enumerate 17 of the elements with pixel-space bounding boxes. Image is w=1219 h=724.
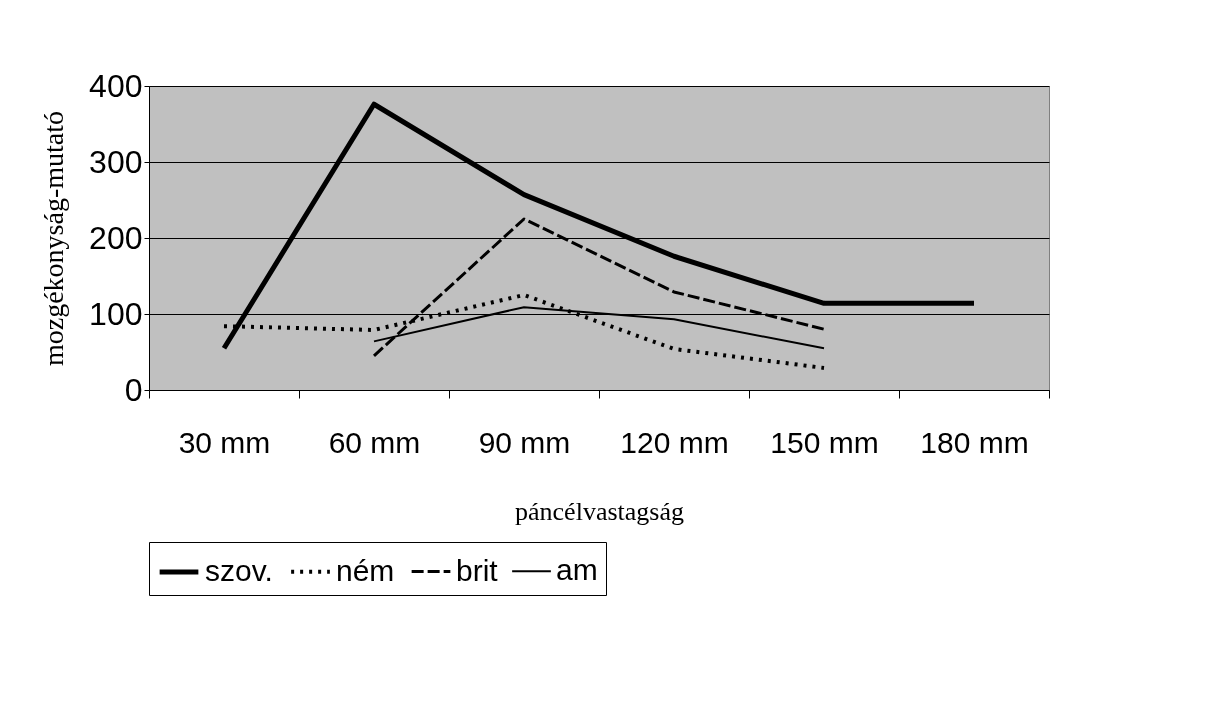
x-tick-label: 120 mm bbox=[620, 425, 729, 459]
x-tick-label: 60 mm bbox=[328, 425, 421, 459]
x-tick-label: 90 mm bbox=[478, 425, 571, 459]
x-axis-title: páncélvastagság bbox=[515, 496, 684, 526]
x-tick-label: 150 mm bbox=[770, 425, 879, 459]
y-tick-label: 400 bbox=[89, 67, 143, 104]
legend-label: ném bbox=[336, 553, 395, 587]
y-tick-label: 100 bbox=[89, 295, 143, 332]
x-tick-label: 30 mm bbox=[178, 425, 271, 459]
legend-label: am bbox=[556, 553, 598, 587]
y-tick-label: 300 bbox=[89, 143, 143, 180]
y-tick-label: 0 bbox=[124, 371, 143, 408]
x-tick-label: 180 mm bbox=[920, 425, 1029, 459]
legend-label: szov. bbox=[205, 554, 273, 587]
y-axis-title: mozgékonyság-mutató bbox=[38, 110, 70, 367]
legend-label: brit bbox=[456, 553, 499, 587]
y-tick-label: 200 bbox=[89, 219, 143, 256]
